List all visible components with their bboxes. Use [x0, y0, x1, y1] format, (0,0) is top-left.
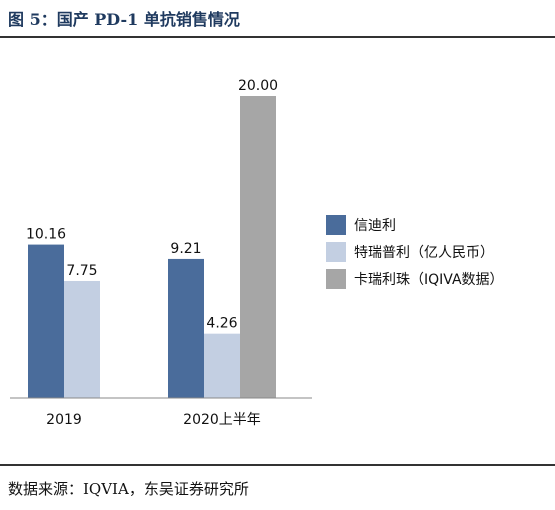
legend-item-terui: 特瑞普利（亿人民币）: [326, 241, 504, 263]
bar-chart: 10.16 7.75 2019 9.21 4.26 20.00 2020上半年: [10, 78, 312, 428]
data-label: 10.16: [26, 227, 66, 243]
bar-1-0: [64, 280, 100, 398]
legend-item-xindili: 信迪利: [326, 214, 504, 236]
data-label: 4.26: [206, 316, 237, 332]
legend-swatch: [326, 269, 346, 289]
bar-0-1: [168, 258, 204, 398]
legend-label: 信迪利: [354, 218, 396, 234]
legend-label: 卡瑞利珠（IQIVA数据）: [354, 272, 504, 288]
legend-label: 特瑞普利（亿人民币）: [354, 245, 494, 261]
source-note: 数据来源：IQVIA，东吴证券研究所: [8, 480, 249, 498]
data-label: 7.75: [66, 263, 97, 279]
legend-item-karui: 卡瑞利珠（IQIVA数据）: [326, 268, 504, 290]
bar-0-0: [28, 244, 64, 398]
legend-swatch: [326, 242, 346, 262]
data-label: 9.21: [170, 241, 201, 257]
page-title: 图 5：国产 PD-1 单抗销售情况: [8, 10, 240, 29]
legend-swatch: [326, 215, 346, 235]
bar-1-1: [204, 333, 240, 398]
bottom-rule: [0, 464, 555, 466]
data-label: 20.00: [238, 78, 278, 94]
x-tick-label: 2020上半年: [183, 412, 261, 428]
top-rule: [0, 36, 555, 38]
legend: 信迪利 特瑞普利（亿人民币） 卡瑞利珠（IQIVA数据）: [326, 214, 504, 295]
x-tick-label: 2019: [46, 412, 82, 428]
bar-2-1: [240, 96, 276, 398]
